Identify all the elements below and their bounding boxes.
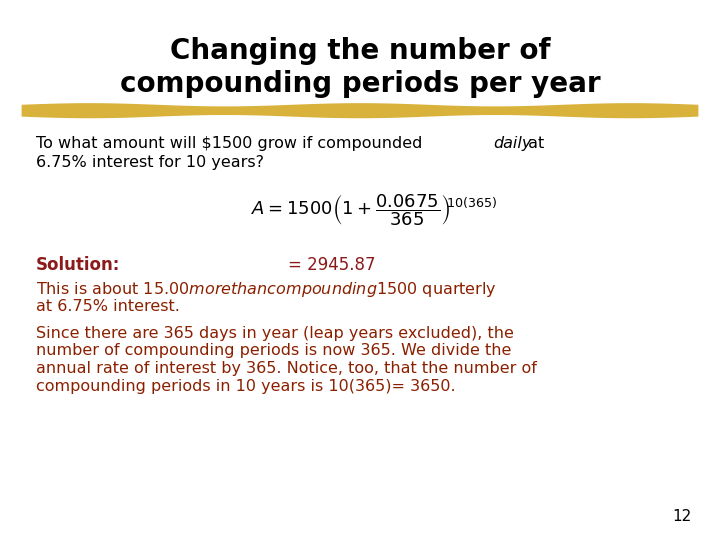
Text: 12: 12	[672, 509, 691, 524]
Text: at 6.75% interest.: at 6.75% interest.	[36, 299, 180, 314]
Text: at: at	[523, 136, 544, 151]
Text: = 2945.87: = 2945.87	[288, 255, 376, 274]
Text: Solution:: Solution:	[36, 255, 120, 274]
Text: Since there are 365 days in year (leap years excluded), the: Since there are 365 days in year (leap y…	[36, 326, 514, 341]
Polygon shape	[22, 103, 698, 118]
Text: 6.75% interest for 10 years?: 6.75% interest for 10 years?	[36, 154, 264, 170]
Text: compounding periods per year: compounding periods per year	[120, 70, 600, 98]
Text: $A = 1500\left(1+\dfrac{0.0675}{365}\right)^{\!\!10(365)}$: $A = 1500\left(1+\dfrac{0.0675}{365}\rig…	[251, 193, 498, 228]
Text: This is about $15.00 more than compounding $1500 quarterly: This is about $15.00 more than compoundi…	[36, 280, 497, 299]
Text: number of compounding periods is now 365. We divide the: number of compounding periods is now 365…	[36, 343, 511, 359]
Text: daily: daily	[493, 136, 531, 151]
Text: To what amount will $1500 grow if compounded: To what amount will $1500 grow if compou…	[36, 136, 428, 151]
Text: annual rate of interest by 365. Notice, too, that the number of: annual rate of interest by 365. Notice, …	[36, 361, 537, 376]
Text: compounding periods in 10 years is 10(365)= 3650.: compounding periods in 10 years is 10(36…	[36, 379, 456, 394]
Text: Changing the number of: Changing the number of	[170, 37, 550, 65]
